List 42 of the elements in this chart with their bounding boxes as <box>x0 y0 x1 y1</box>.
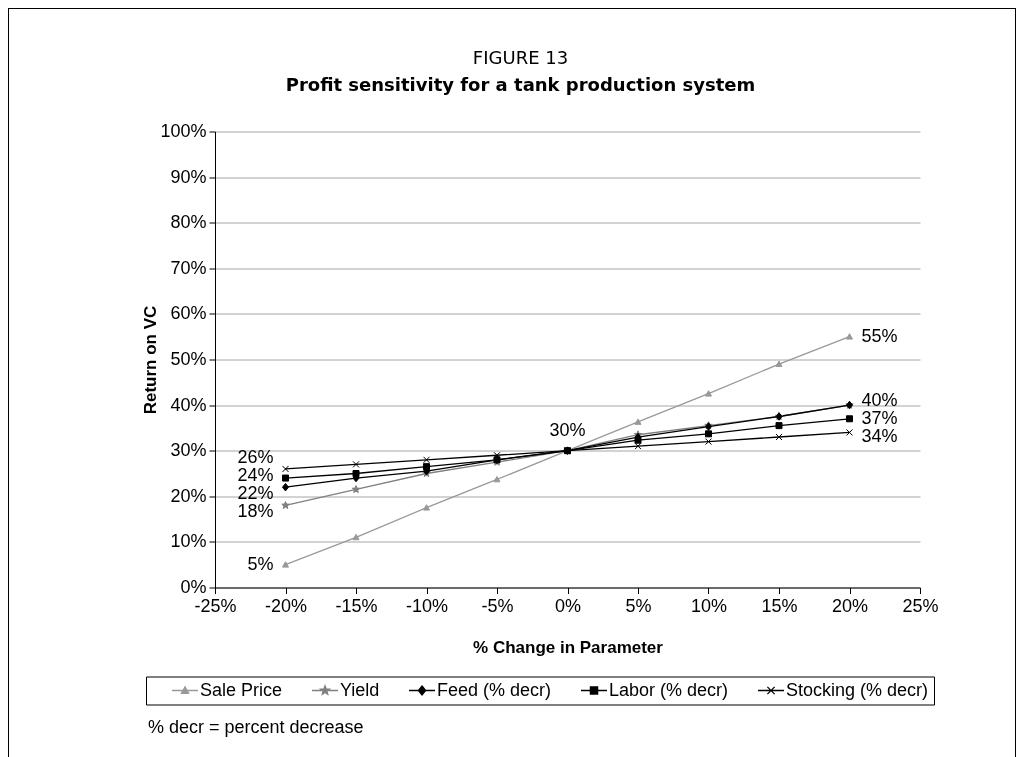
x-tick-label: 20% <box>831 596 869 616</box>
legend-label: Sale Price <box>200 679 283 700</box>
legend-label: Labor (% decr) <box>609 679 729 700</box>
x-tick-label: 10% <box>690 596 728 616</box>
legend-label: Yield <box>340 679 380 700</box>
x-tick-label: 5% <box>625 596 652 616</box>
data-label: 55% <box>861 325 898 346</box>
y-tick-label: 70% <box>170 257 207 278</box>
x-tick-label: -5% <box>481 596 514 616</box>
data-label: 34% <box>861 425 898 446</box>
x-tick-label: -25% <box>194 596 237 616</box>
y-tick-label: 40% <box>170 394 207 415</box>
x-tick-label: -20% <box>264 596 308 616</box>
y-tick-label: 100% <box>160 121 207 141</box>
y-tick-label: 50% <box>170 349 207 369</box>
x-tick-label: 0% <box>554 596 582 616</box>
data-label: 26% <box>237 446 274 467</box>
y-tick-label: 90% <box>170 166 207 187</box>
x-axis-title: % Change in Parameter <box>473 638 664 657</box>
data-label: 40% <box>861 389 898 410</box>
data-label: 5% <box>247 553 274 574</box>
data-label: 22% <box>237 482 274 503</box>
data-label: 30% <box>549 419 586 440</box>
y-axis-title: Return on VC <box>141 305 161 415</box>
y-tick-label: 60% <box>170 303 207 324</box>
data-label: 37% <box>861 407 898 428</box>
y-tick-label: 20% <box>170 485 207 506</box>
y-tick-label: 10% <box>170 531 207 552</box>
legend-label: Feed (% decr) <box>437 679 552 700</box>
data-label: 24% <box>237 464 274 485</box>
y-tick-label: 30% <box>170 440 207 461</box>
legend-label: Stocking (% decr) <box>786 679 929 700</box>
x-tick-label: -15% <box>335 596 378 616</box>
text: % decr = percent decrease <box>148 716 364 737</box>
chart-title: FIGURE 13 <box>472 46 569 68</box>
chart-subtitle: Profit sensitivity for a tank production system <box>285 73 756 95</box>
x-tick-label: -10% <box>405 596 449 616</box>
x-tick-label: 15% <box>761 596 798 616</box>
y-tick-label: 80% <box>170 212 207 233</box>
y-tick-label: 0% <box>180 577 207 597</box>
data-label: 18% <box>237 500 274 521</box>
x-tick-label: 25% <box>902 596 939 616</box>
